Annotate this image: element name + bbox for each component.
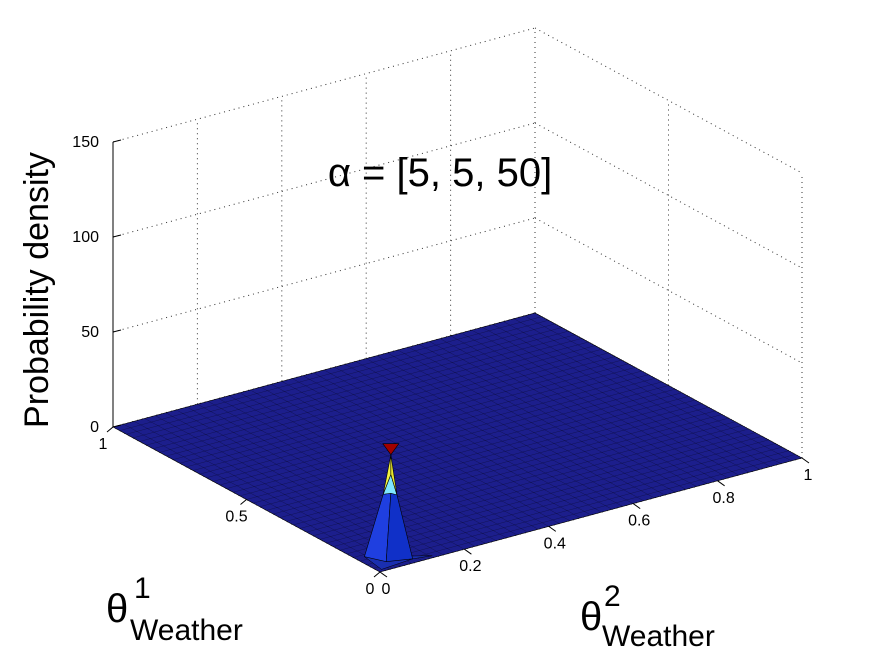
mesh-line [126,320,549,435]
mesh-line [179,349,602,464]
surface-plot [363,443,433,570]
x-axis-label-symbol: θ [580,595,602,639]
mesh-line [387,352,655,499]
mesh-line [376,355,644,501]
mesh-line [450,335,718,481]
grid-line [534,27,803,174]
x-tick-mark [632,503,641,510]
mesh-line [471,329,739,476]
mesh-line [119,316,542,431]
mesh-line [513,318,781,464]
z-axis-label: Probability density [18,152,56,428]
mesh-line [206,363,629,478]
z-tick-label: 150 [72,134,99,151]
mesh-line [186,352,609,468]
mesh-line [199,359,622,475]
x-tick-label: 1 [804,467,813,484]
mesh-line [524,315,792,462]
mesh-line [219,370,642,486]
z-tick-mark [112,424,122,428]
mesh-line [439,338,708,484]
y-tick-mark [106,426,114,433]
x-tick-label: 0 [382,581,391,598]
mesh-line [213,367,636,482]
y-tick-label: 0.5 [225,509,247,526]
z-tick-label: 100 [72,229,99,246]
mesh-line [418,344,687,490]
y-tick-label: 1 [99,436,108,453]
y-axis-label-subscript: Weather [130,614,243,647]
axes-layer [112,142,114,427]
mesh-line [482,327,750,473]
mesh-line [239,381,662,497]
mesh-line [355,361,623,507]
mesh-line [366,358,634,504]
mesh-line [345,364,613,510]
mesh-line [429,341,697,487]
y-tick-label: 0 [366,581,375,598]
x-tick-mark [801,457,810,464]
mesh-line [193,356,616,471]
y-tick-mark [240,499,247,505]
peak-face-yellow-right [390,454,398,495]
mesh-line [408,347,676,493]
surface-floor [112,312,803,573]
x-tick-label: 0.8 [712,490,734,507]
mesh-line [146,330,569,446]
grid-line [112,27,536,143]
x-tick-mark [717,480,725,487]
x-axis-label-subscript: Weather [602,620,715,653]
grid-line [534,122,803,269]
mesh-line [246,385,669,500]
mesh-line [503,321,771,467]
z-tick-label: 0 [90,419,99,436]
mesh-line [173,345,596,460]
grid-line [534,217,803,364]
mesh-line [334,366,602,513]
grid-line [112,217,536,333]
mesh-line [132,323,556,439]
mesh-line [166,341,589,457]
mesh-line [159,338,582,453]
x-tick-label: 0.2 [459,558,481,575]
z-tick-mark [112,139,122,143]
x-axis-label-superscript: 2 [604,580,621,613]
mesh-line [492,324,760,470]
peak-tip [382,443,400,456]
mesh-line [139,327,562,442]
x-tick-label: 0.4 [544,535,566,552]
x-tick-mark [379,571,388,578]
mesh-line [153,334,576,449]
mesh-line [233,378,656,493]
x-tick-mark [548,525,557,532]
x-tick-label: 0.6 [628,513,650,530]
mesh-line [461,332,729,479]
y-axis-label: θ 1 Weather [106,572,243,647]
z-tick-label: 50 [81,324,99,341]
z-tick-mark [112,234,122,238]
y-tick-mark [373,571,381,578]
y-axis-label-superscript: 1 [134,572,151,605]
mesh-line [226,374,649,489]
x-axis-label: θ 2 Weather [580,580,715,653]
mesh-line [397,349,665,496]
z-tick-mark [112,329,122,333]
chart-title: α = [5, 5, 50] [328,151,552,195]
y-axis-label-symbol: θ [106,587,128,631]
x-tick-mark [464,548,472,555]
